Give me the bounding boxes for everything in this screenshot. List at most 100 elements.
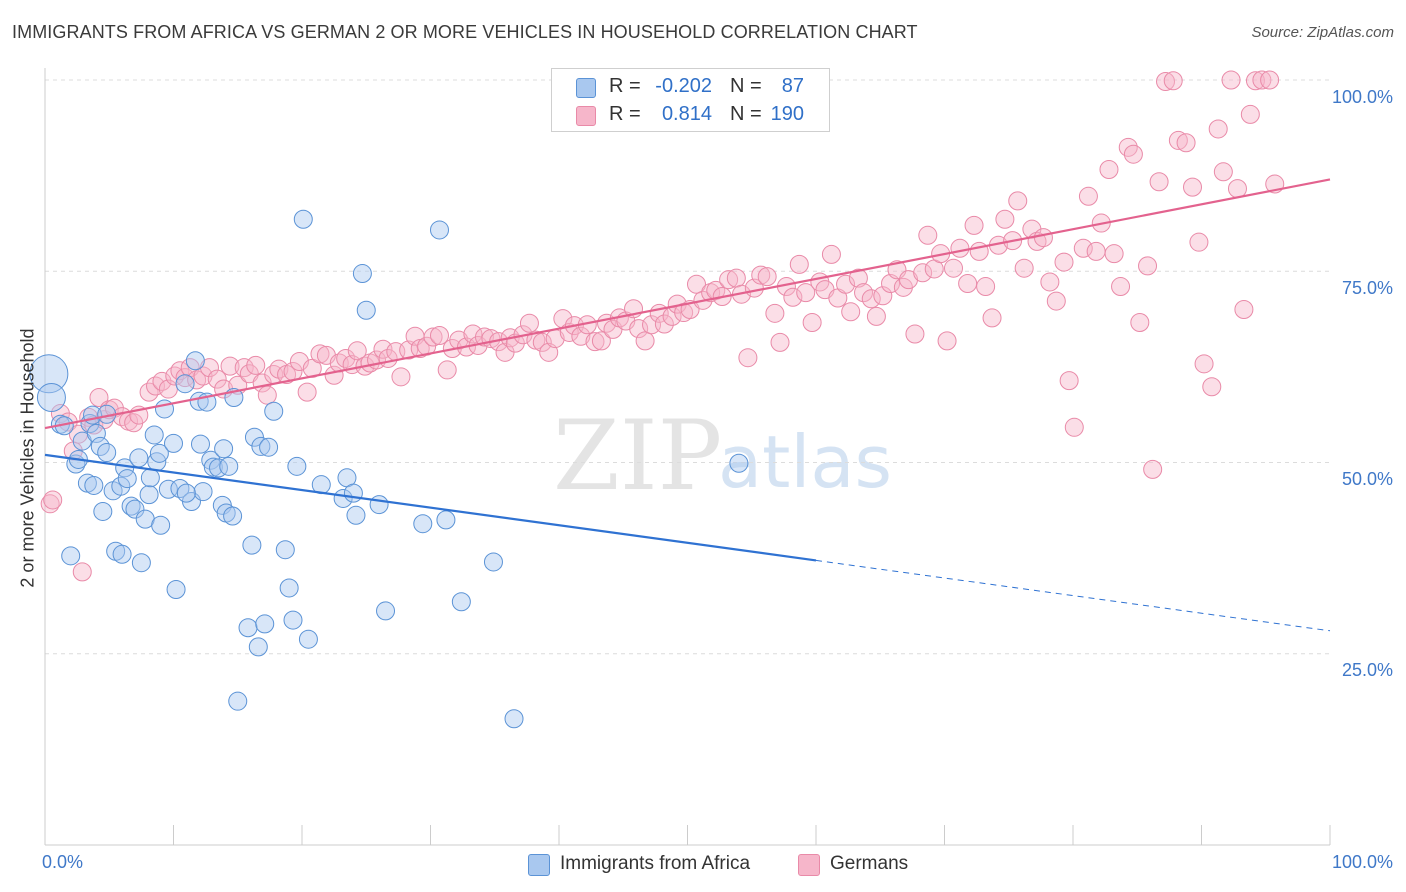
german-point	[751, 265, 771, 285]
german-point	[89, 387, 109, 407]
german-point	[1168, 130, 1188, 150]
legend-swatch-africa	[528, 854, 550, 876]
africa-point	[346, 505, 366, 525]
africa-point	[283, 610, 303, 630]
legend-row-germans: R = 0.814 N = 190	[552, 101, 829, 129]
africa-point	[185, 351, 205, 371]
german-point	[866, 306, 886, 326]
german-point	[1252, 70, 1272, 90]
africa-point	[144, 425, 164, 445]
legend-label-africa: Immigrants from Africa	[560, 853, 751, 874]
german-point	[1156, 72, 1176, 92]
y-tick-75: 75.0%	[1341, 278, 1393, 298]
german-points	[40, 70, 1285, 582]
german-point	[738, 348, 758, 368]
german-point	[976, 277, 996, 297]
german-point	[1234, 300, 1254, 319]
chart-source: Source: ZipAtlas.com	[1251, 24, 1394, 41]
german-point	[654, 314, 674, 334]
german-point	[207, 369, 227, 389]
africa-point	[140, 468, 160, 488]
africa-point	[129, 448, 149, 468]
africa-point	[29, 354, 69, 394]
german-point	[257, 385, 277, 405]
german-point	[1073, 238, 1093, 258]
africa-point	[242, 535, 262, 555]
german-point	[1149, 172, 1169, 192]
legend-row-africa: R = -0.202 N = 87	[552, 73, 829, 101]
german-point	[1064, 417, 1084, 437]
africa-point	[176, 483, 196, 503]
german-point	[1245, 71, 1265, 91]
german-point	[950, 238, 970, 258]
africa-point	[248, 637, 268, 657]
africa-point	[369, 495, 389, 515]
africa-point	[214, 439, 234, 459]
africa-point	[175, 374, 195, 394]
africa-point	[429, 220, 449, 240]
africa-point	[36, 382, 66, 412]
german-point	[1059, 371, 1079, 391]
africa-point	[117, 469, 137, 489]
africa-point	[203, 457, 223, 477]
legend: R = -0.202 N = 87 R = 0.814 N = 190	[551, 68, 830, 132]
german-point	[995, 209, 1015, 229]
africa-point	[356, 300, 376, 320]
legend-n-value: 190	[770, 103, 804, 125]
y-axis-title: 2 or more Vehicles in Household	[17, 328, 38, 588]
german-point	[836, 274, 856, 294]
africa-point	[151, 515, 171, 535]
legend-n-label: N =	[730, 75, 762, 97]
german-point	[1123, 144, 1143, 164]
africa-point	[352, 264, 372, 284]
africa-point	[149, 443, 169, 463]
german-point	[1086, 241, 1106, 261]
german-trend-line	[44, 178, 1331, 430]
german-point	[873, 286, 893, 306]
africa-point	[219, 456, 239, 476]
africa-point	[343, 483, 363, 503]
german-point	[519, 313, 539, 333]
africa-point	[84, 475, 104, 495]
german-point	[913, 263, 933, 283]
africa-point	[298, 629, 318, 649]
africa-point	[279, 578, 299, 598]
german-point	[1143, 459, 1163, 479]
german-point	[585, 332, 605, 352]
german-point	[437, 360, 457, 380]
german-point	[1260, 70, 1280, 90]
german-point	[1213, 162, 1233, 182]
africa-point	[190, 434, 210, 454]
africa-point	[729, 453, 749, 473]
german-point	[571, 326, 591, 346]
german-point	[246, 355, 266, 375]
africa-point	[483, 552, 503, 572]
africa-trend-extension	[815, 559, 1331, 632]
german-point	[165, 366, 185, 386]
africa-points	[29, 209, 749, 729]
german-point	[1240, 104, 1260, 124]
africa-point	[504, 709, 524, 729]
africa-point	[93, 501, 113, 521]
africa-point	[97, 443, 117, 463]
german-point	[1227, 179, 1247, 199]
german-point	[629, 319, 649, 339]
legend-r-label: R =	[609, 75, 641, 97]
german-point	[1176, 133, 1196, 153]
africa-point	[259, 437, 279, 457]
german-point	[463, 324, 483, 344]
africa-point	[287, 456, 307, 476]
legend-label-germans: Germans	[830, 853, 909, 874]
africa-point	[244, 427, 264, 447]
german-point	[861, 289, 881, 309]
german-point	[789, 254, 809, 274]
german-point	[220, 356, 240, 376]
africa-point	[131, 553, 151, 573]
german-point	[1111, 277, 1131, 297]
german-point	[686, 274, 706, 294]
german-point	[1099, 160, 1119, 180]
watermark-zip: ZIP	[553, 400, 723, 512]
german-point	[905, 324, 925, 344]
german-point	[964, 215, 984, 235]
german-point	[423, 327, 443, 347]
